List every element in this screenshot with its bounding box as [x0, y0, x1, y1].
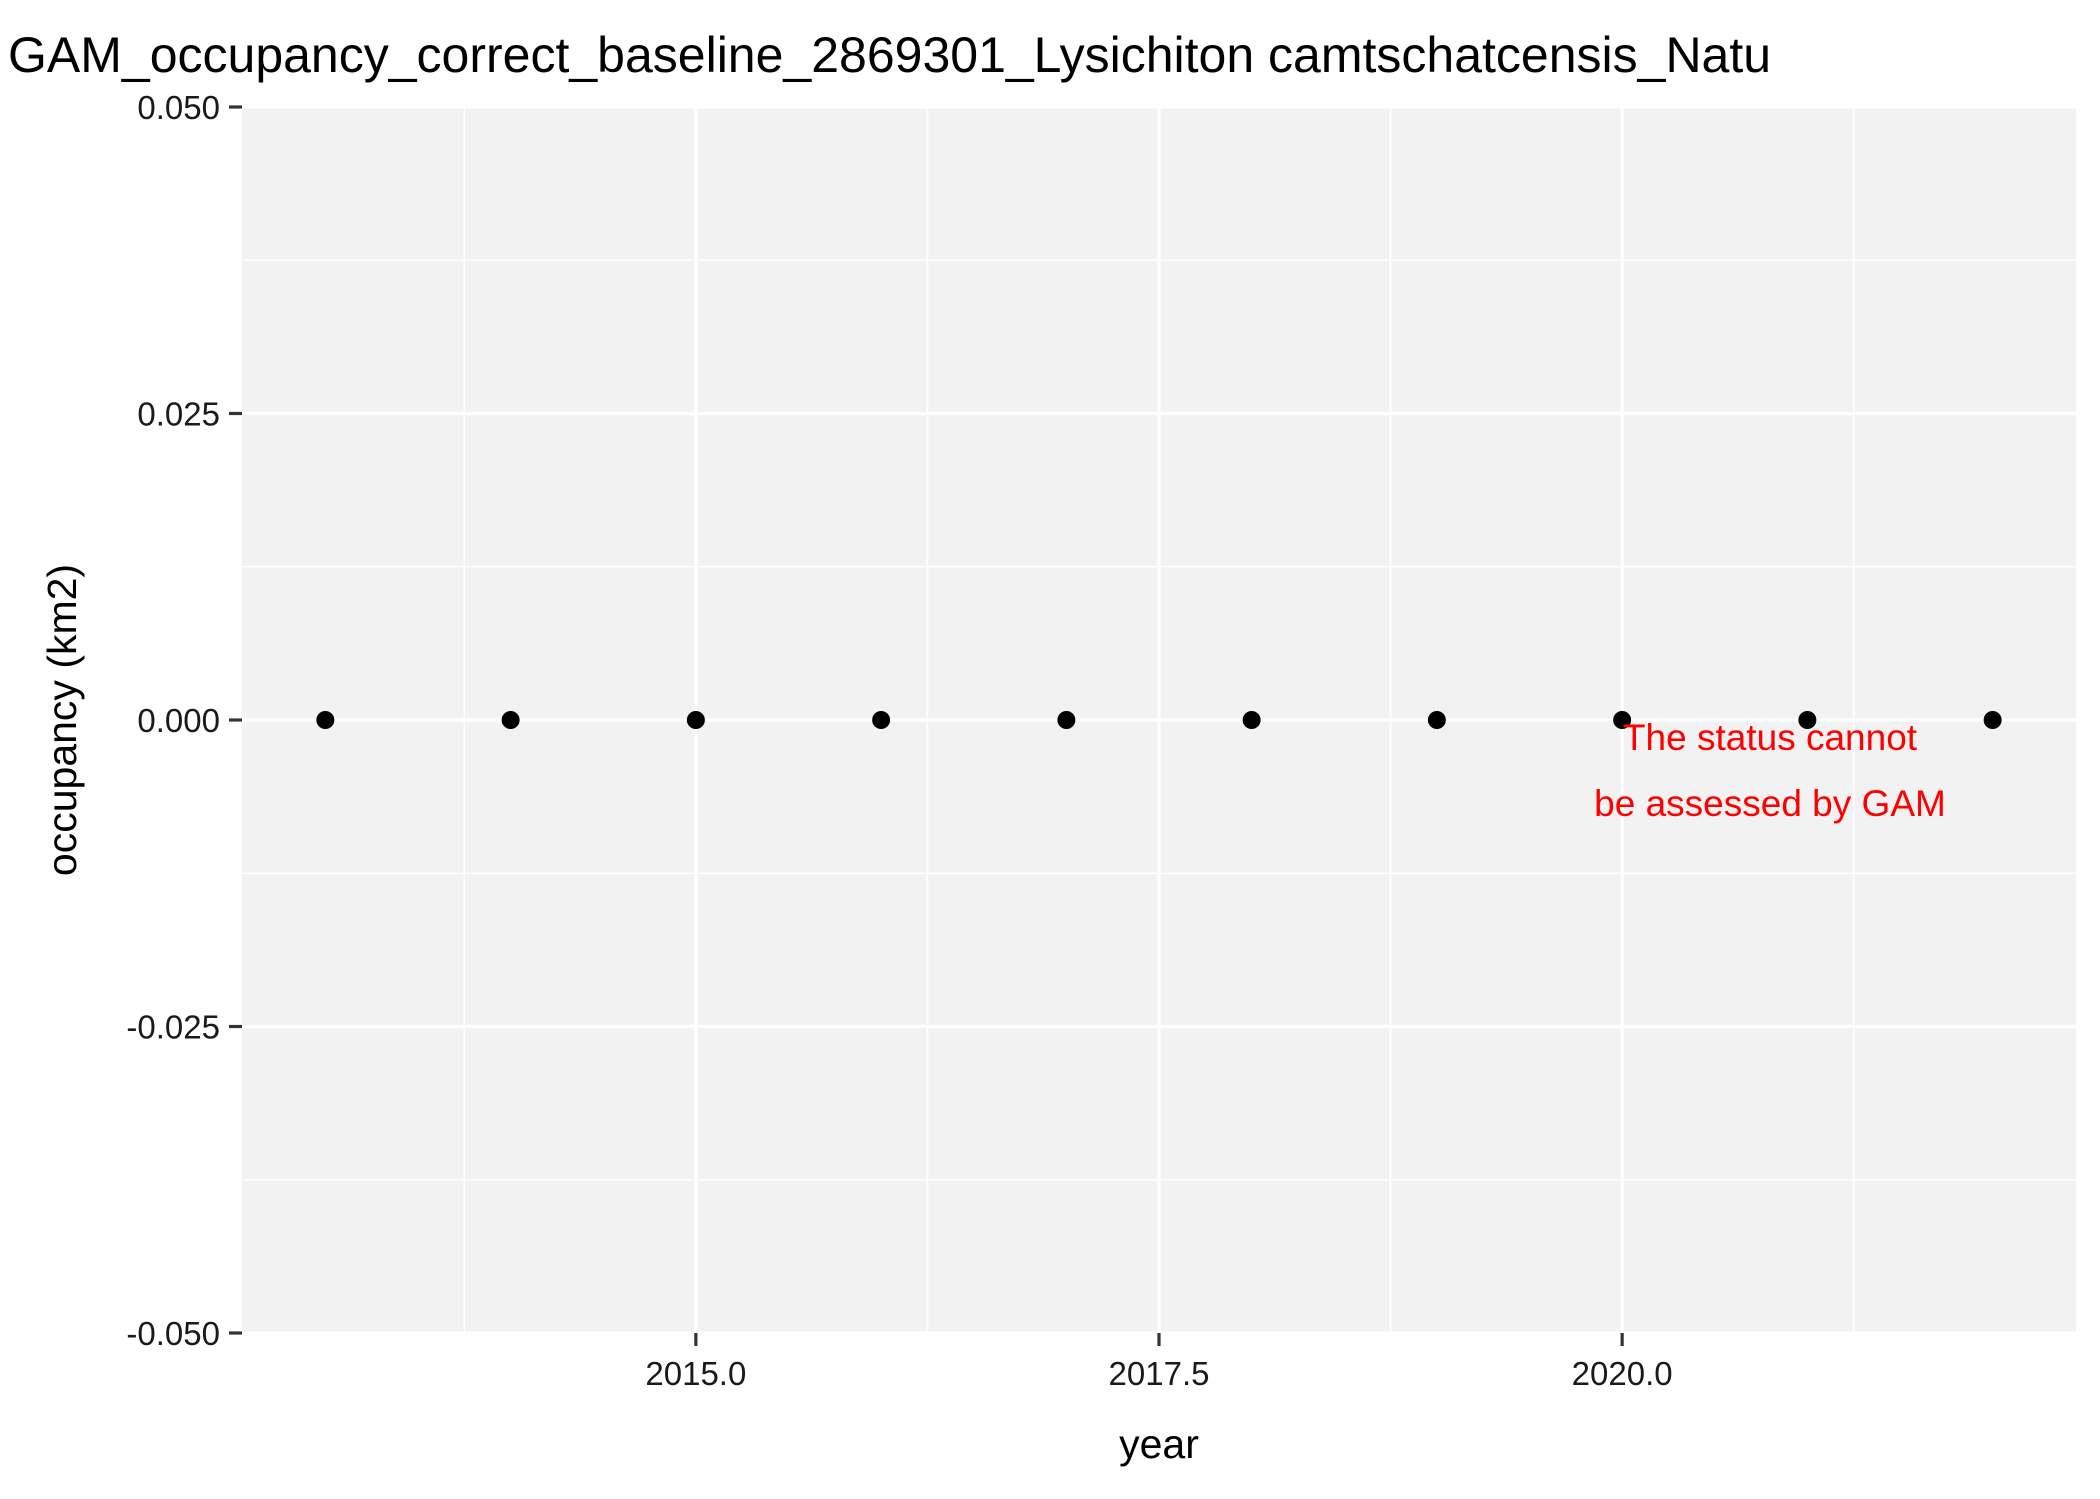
chart-title: GAM_occupancy_correct_baseline_2869301_L…	[8, 27, 1771, 83]
x-axis: 2015.0 2017.5 2020.0	[645, 1333, 1673, 1392]
x-axis-title: year	[1119, 1421, 1199, 1467]
y-tick-label: -0.050	[126, 1315, 220, 1352]
y-tick-label: -0.025	[126, 1009, 220, 1046]
y-tick-label: 0.050	[137, 89, 220, 126]
data-point	[1057, 711, 1076, 729]
x-tick-label: 2015.0	[645, 1355, 746, 1392]
data-point	[872, 711, 891, 729]
x-tick-label: 2020.0	[1572, 1355, 1673, 1392]
data-point	[686, 711, 705, 729]
data-point	[501, 711, 520, 729]
annotation-layer: The status cannot be assessed by GAM	[1594, 717, 1946, 824]
y-tick-label: 0.025	[137, 396, 220, 433]
data-point	[1983, 711, 2002, 729]
y-tick-label: 0.000	[137, 702, 220, 739]
annotation-line: be assessed by GAM	[1594, 783, 1946, 824]
annotation-line: The status cannot	[1623, 717, 1918, 758]
x-tick-label: 2017.5	[1109, 1355, 1210, 1392]
data-point	[1798, 711, 1817, 729]
points-layer	[316, 711, 2002, 729]
data-point	[1613, 711, 1632, 729]
data-point	[1242, 711, 1261, 729]
data-point	[1427, 711, 1446, 729]
data-point	[316, 711, 335, 729]
y-axis-title: occupancy (km2)	[39, 564, 85, 876]
y-axis: -0.050 -0.025 0.000 0.025 0.050	[126, 89, 242, 1352]
